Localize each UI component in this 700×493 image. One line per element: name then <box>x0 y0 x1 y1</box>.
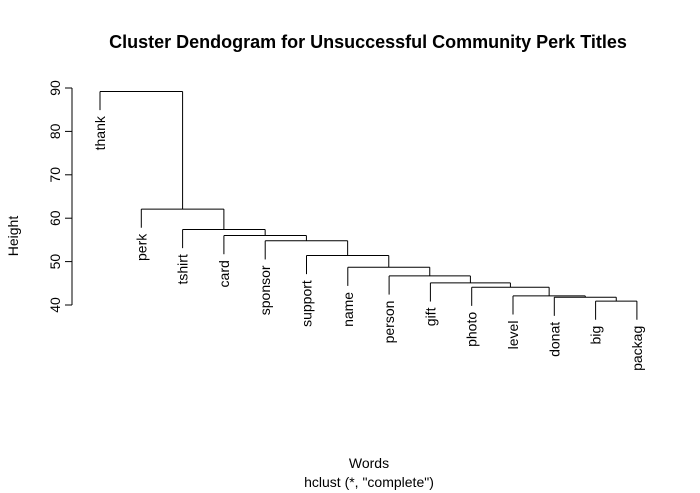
leaf-label: level <box>505 321 521 350</box>
y-tick-label: 70 <box>47 167 63 183</box>
y-tick-label: 60 <box>47 210 63 226</box>
leaf-label: thank <box>92 115 108 150</box>
leaf-label: tshirt <box>175 254 191 284</box>
leaf-label: support <box>299 280 315 327</box>
dendrogram-tree <box>99 90 638 320</box>
y-axis-label: Height <box>5 216 21 257</box>
y-tick-label: 80 <box>47 123 63 139</box>
leaf-label: photo <box>464 312 480 347</box>
leaf-label: big <box>588 326 604 345</box>
leaf-label: donat <box>546 322 562 357</box>
y-tick-label: 50 <box>47 254 63 270</box>
leaf-label: packag <box>629 326 645 371</box>
chart-title: Cluster Dendogram for Unsuccessful Commu… <box>109 32 627 52</box>
y-tick-label: 40 <box>47 297 63 313</box>
leaf-label: card <box>216 260 232 287</box>
leaf-label: sponsor <box>257 265 273 315</box>
leaf-label: person <box>381 301 397 344</box>
leaf-label: gift <box>422 307 438 326</box>
y-tick-label: 90 <box>47 80 63 96</box>
method-sublabel: hclust (*, "complete") <box>304 474 434 490</box>
leaf-labels: thank perk tshirt card sponsor support name per… <box>92 115 645 371</box>
leaf-label: perk <box>133 233 149 261</box>
y-axis: 40 50 60 70 80 90 <box>47 80 73 313</box>
leaf-label: name <box>340 292 356 327</box>
x-axis-label: Words <box>349 455 389 471</box>
